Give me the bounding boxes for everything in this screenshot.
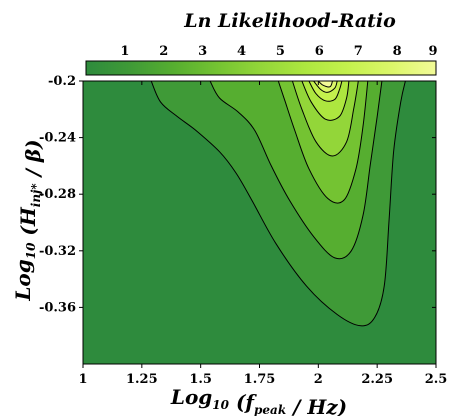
colorbar-label: 9 bbox=[428, 44, 437, 59]
contour-line-level-2 bbox=[209, 81, 383, 260]
x-axis: 1 1.25 1.5 1.75 2 2.25 2.5 bbox=[78, 81, 447, 387]
x-tick-label: 2.25 bbox=[361, 372, 393, 387]
x-axis-title: Log10 (fpeak / Hz) bbox=[170, 385, 347, 416]
contour-region-level-8 bbox=[318, 81, 333, 87]
y-tick-label: -0.36 bbox=[39, 300, 76, 315]
x-tick-label: 1.75 bbox=[244, 372, 276, 387]
colorbar: 1 2 3 4 5 6 7 8 9 bbox=[85, 44, 438, 76]
y-axis: -0.2 -0.24 -0.28 -0.32 -0.36 bbox=[39, 74, 436, 315]
contour-line-level-3 bbox=[277, 81, 369, 204]
contour-line-level-6 bbox=[308, 81, 343, 102]
contour-line-level-1 bbox=[150, 81, 406, 327]
x-tick-label: 2 bbox=[314, 372, 323, 387]
chart-title: Ln Likelihood-Ratio bbox=[183, 10, 396, 32]
y-tick-label: -0.24 bbox=[39, 131, 76, 146]
colorbar-label: 3 bbox=[198, 44, 207, 59]
plot-area bbox=[82, 80, 437, 365]
colorbar-label: 4 bbox=[237, 44, 246, 59]
colorbar-label: 8 bbox=[393, 44, 402, 59]
x-tick-label: 1.25 bbox=[126, 372, 158, 387]
contour-line-level-7 bbox=[313, 81, 338, 93]
y-tick-label: -0.28 bbox=[39, 187, 76, 202]
colorbar-gradient bbox=[85, 60, 437, 76]
contour-line-level-5 bbox=[301, 81, 350, 121]
contour-line-level-8 bbox=[317, 81, 333, 88]
y-tick-label: -0.32 bbox=[39, 244, 76, 259]
x-tick-label: 2.5 bbox=[425, 372, 448, 387]
y-tick-label: -0.2 bbox=[48, 74, 76, 89]
contour-line-level-4 bbox=[291, 81, 359, 157]
x-tick-label: 1 bbox=[78, 372, 87, 387]
colorbar-label: 2 bbox=[159, 44, 168, 59]
colorbar-label: 7 bbox=[354, 44, 363, 59]
y-axis-title: Log10 (Hinj* / β) bbox=[11, 139, 45, 301]
colorbar-label: 5 bbox=[276, 44, 285, 59]
colorbar-label: 1 bbox=[120, 44, 129, 59]
colorbar-label: 6 bbox=[315, 44, 324, 59]
x-tick-label: 1.5 bbox=[189, 372, 212, 387]
